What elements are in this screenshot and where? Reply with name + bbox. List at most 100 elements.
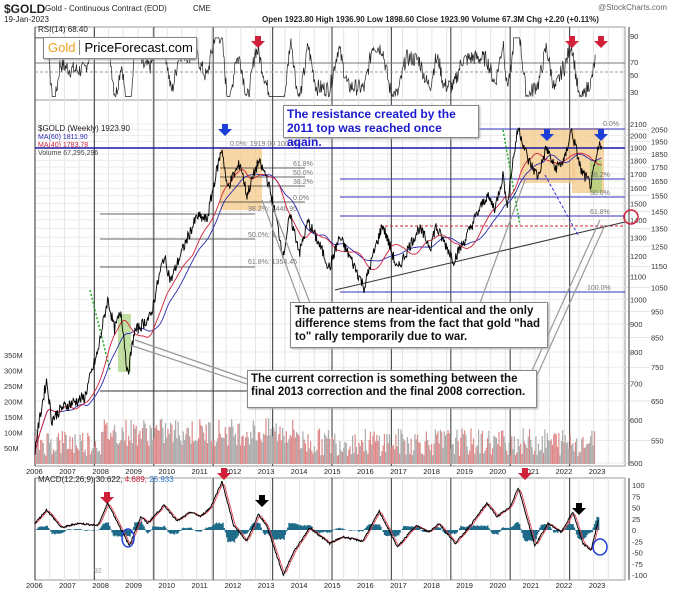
macd-hist-bar: [357, 530, 359, 531]
volume-bar: [241, 436, 243, 464]
volume-bar: [138, 434, 140, 464]
volume-bar: [573, 451, 575, 464]
macd-hist-bar: [77, 529, 79, 530]
macd-hist-bar: [353, 530, 355, 531]
macd-hist-bar: [476, 525, 479, 530]
volume-bar: [302, 431, 304, 464]
volume-bar: [461, 428, 463, 464]
volume-bar: [65, 434, 67, 464]
macd-hist-bar: [499, 530, 502, 532]
macd-hist-bar: [228, 530, 231, 542]
callout-line: [479, 179, 526, 304]
volume-bar: [497, 444, 499, 464]
volume-bar: [186, 428, 188, 464]
volume-bar: [410, 438, 412, 464]
volume-bar: [278, 434, 280, 464]
volume-bar: [251, 438, 253, 464]
volume-bar: [523, 441, 526, 464]
macd-hist-bar: [177, 530, 180, 533]
macd-hist-bar: [317, 530, 320, 533]
volume-bar: [175, 420, 177, 464]
volume-bar: [197, 438, 200, 464]
arrow-down-red-icon: [251, 36, 265, 48]
year-tick: 2011: [192, 467, 208, 476]
macd-label: MACD(12,26,9) 30.622, 4.689, 25.933: [38, 475, 174, 484]
volume-bar: [512, 449, 514, 464]
macd-hist-bar: [572, 524, 574, 530]
volume-bar: [66, 449, 69, 464]
volume-bar: [59, 440, 61, 464]
price-tick: 1750: [651, 163, 668, 172]
volume-bar: [354, 434, 356, 464]
volume-bar: [73, 452, 75, 464]
volume-bar: [40, 439, 42, 464]
volume-bar: [425, 431, 428, 464]
volume-bar: [287, 442, 289, 464]
volume-bar: [401, 433, 403, 464]
year-tick: 2012: [225, 467, 242, 476]
macd-hist-bar: [461, 526, 464, 530]
macd-hist-bar: [453, 530, 456, 535]
macd-hist-bar: [293, 523, 296, 530]
macd-hist-bar: [190, 527, 192, 530]
macd-hist-bar: [587, 530, 590, 534]
volume-bar: [311, 450, 313, 464]
macd-hist-bar: [229, 530, 232, 543]
volume-bar: [485, 447, 487, 464]
macd-hist-bar: [292, 523, 294, 530]
volume-bar: [439, 429, 442, 464]
volume-bar: [130, 420, 132, 464]
macd-hist-bar: [548, 524, 550, 530]
volume-bar: [298, 435, 300, 464]
blue-dashed: [544, 174, 579, 236]
volume-bar: [139, 430, 141, 464]
volume-bar: [206, 442, 209, 464]
volume-bar: [276, 441, 279, 464]
macd-hist-bar: [526, 530, 529, 542]
year-tick-macd: 2009: [125, 581, 142, 590]
volume-bar: [508, 442, 510, 464]
volume-bar: [443, 431, 445, 464]
volume-bar: [457, 441, 459, 464]
volume-bar: [544, 429, 546, 464]
macd-hist-bar: [180, 530, 182, 531]
volume-bar: [549, 441, 551, 464]
macd-tick: -25: [632, 537, 643, 546]
volume-bar: [134, 428, 136, 464]
volume-bar: [447, 430, 449, 464]
volume-bar: [588, 442, 590, 464]
macd-hist-bar: [464, 527, 466, 530]
macd-hist-bar: [99, 527, 102, 530]
macd-hist-bar: [205, 527, 208, 530]
macd-hist-bar: [260, 527, 262, 530]
macd-hist-bar: [498, 530, 500, 532]
volume-bar: [71, 437, 74, 464]
volume-bar: [117, 444, 119, 464]
volume-bar: [306, 451, 308, 464]
volume-bar: [427, 440, 429, 464]
volume-bar: [478, 429, 480, 464]
year-tick: 2008: [92, 467, 109, 476]
macd-hist-bar: [279, 530, 282, 540]
volume-bar: [144, 423, 146, 464]
volume-bar: [50, 439, 52, 464]
volume-bar: [568, 448, 570, 464]
macd-hist-bar: [341, 528, 344, 530]
volume-bar: [448, 433, 450, 464]
rsi-tick: 30: [630, 88, 638, 97]
volume-bar: [148, 445, 150, 464]
macd-hist-bar: [164, 527, 167, 530]
macd-hist-bar: [196, 530, 199, 532]
year-tick: 2023: [589, 467, 606, 476]
volume-bar: [297, 433, 299, 464]
macd-hist-bar: [474, 525, 476, 530]
macd-hist-bar: [285, 530, 288, 532]
macd-hist-bar: [236, 530, 238, 538]
macd-hist-bar: [518, 524, 521, 530]
macd-hist-bar: [394, 530, 396, 537]
volume-bar: [317, 430, 319, 464]
volume-bar: [163, 442, 165, 464]
year-tick-macd: 2012: [225, 581, 242, 590]
volume-tick: 200M: [4, 398, 23, 407]
